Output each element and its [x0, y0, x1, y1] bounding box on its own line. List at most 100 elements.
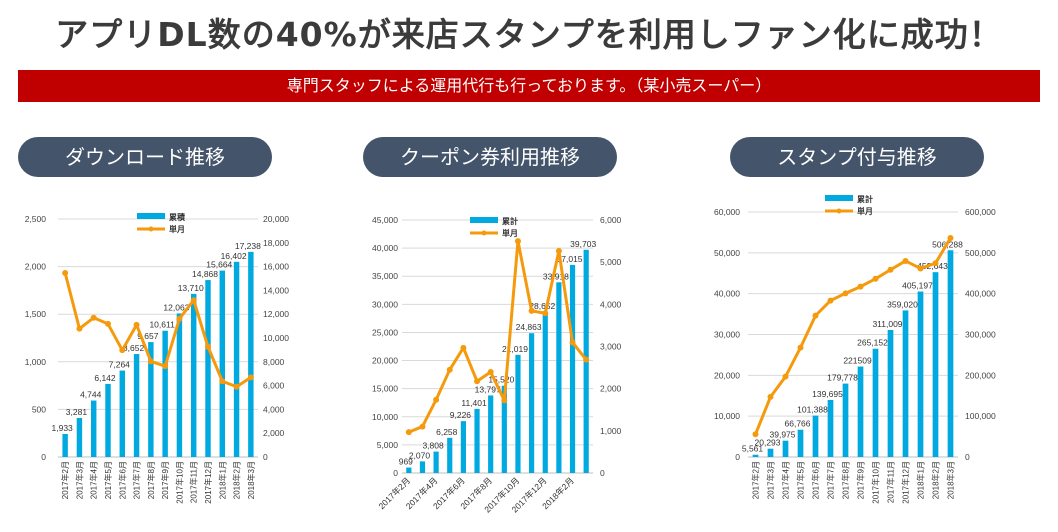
bar	[233, 261, 240, 457]
line-point	[119, 347, 126, 354]
left-axis-tick-label: 10,000	[372, 412, 398, 422]
x-axis-tick-label: 2018年1月	[916, 461, 926, 499]
right-axis-tick-label: 0	[965, 452, 970, 462]
left-axis-tick-label: 35,000	[372, 271, 398, 281]
bar-data-label: 15,520	[488, 375, 514, 385]
right-axis-tick-label: 5,000	[600, 257, 622, 267]
bar	[752, 454, 759, 457]
bar	[488, 395, 494, 473]
right-axis-tick-label: 400,000	[965, 289, 996, 299]
line-point	[176, 315, 183, 322]
bar	[542, 311, 548, 473]
bar	[447, 437, 453, 473]
line-point	[446, 366, 453, 373]
legend-line-label: 単月	[169, 224, 185, 234]
bar-data-label: 2,070	[409, 450, 431, 460]
bar	[474, 408, 480, 473]
left-axis-tick-label: 50,000	[714, 248, 740, 258]
left-axis-tick-label: 20,000	[372, 356, 398, 366]
bar	[782, 440, 789, 457]
x-axis-tick-label: 2018年3月	[946, 461, 956, 499]
legend-line-marker	[836, 208, 842, 214]
right-axis-tick-label: 14,000	[263, 285, 289, 295]
line-point	[162, 363, 169, 370]
bar-data-label: 3,808	[422, 441, 444, 451]
line-point	[583, 356, 590, 363]
bar	[406, 467, 412, 473]
bar	[148, 342, 154, 457]
left-axis-tick-label: 60,000	[714, 207, 740, 217]
bar-data-label: 7,264	[109, 360, 131, 370]
bar-data-label: 221509	[843, 356, 872, 366]
line-point	[857, 283, 864, 290]
bar	[857, 366, 864, 457]
x-axis-tick-label: 2017年8月	[841, 461, 851, 499]
bar	[917, 291, 924, 457]
bar-data-label: 28,652	[529, 301, 555, 311]
left-axis-tick-label: 500	[32, 404, 46, 414]
line-point	[902, 257, 909, 264]
x-axis-tick-label: 2017年7月	[132, 461, 142, 499]
right-axis-tick-label: 4,000	[263, 404, 285, 414]
right-axis-tick-label: 12,000	[263, 309, 289, 319]
bar-data-label: 12,063	[163, 302, 189, 312]
right-axis-tick-label: 3,000	[600, 342, 622, 352]
left-axis-tick-label: 15,000	[372, 384, 398, 394]
left-axis-tick-label: 0	[735, 452, 740, 462]
right-axis-tick-label: 18,000	[263, 238, 289, 248]
line-point	[827, 297, 834, 304]
bar	[176, 313, 183, 457]
line-point	[767, 393, 774, 400]
left-axis-tick-label: 25,000	[372, 327, 398, 337]
x-axis-tick-label: 2017年4月	[781, 461, 791, 499]
right-axis-tick-label: 200,000	[965, 370, 996, 380]
bar-data-label: 13,797	[475, 384, 501, 394]
line-point	[205, 343, 211, 350]
bar	[501, 385, 507, 473]
line-series	[408, 239, 588, 434]
bar	[205, 280, 211, 457]
bar	[932, 272, 939, 457]
line-point	[812, 312, 819, 319]
bar-data-label: 39,975	[770, 430, 796, 440]
line-point	[133, 321, 140, 328]
x-axis-tick-label: 2017年4月	[89, 461, 99, 499]
bar-data-label: 405,197	[902, 281, 933, 291]
legend-line-label: 単月	[502, 228, 518, 238]
bar	[460, 421, 466, 473]
line-point	[501, 397, 508, 404]
legend-bar-swatch	[825, 195, 853, 201]
bar-data-label: 5,561	[742, 444, 764, 454]
right-axis-tick-label: 2,000	[263, 428, 285, 438]
x-axis-tick-label: 2017年3月	[74, 461, 84, 499]
bar	[812, 415, 819, 457]
legend-line-label: 単月	[857, 206, 873, 216]
bar-data-label: 16,402	[221, 251, 247, 261]
bar	[902, 310, 909, 457]
subtitle-banner: 専門スタッフによる運用代行も行っております。（某小売スーパー）	[18, 70, 1040, 102]
bar-data-label: 139,695	[812, 389, 843, 399]
bar	[219, 270, 225, 457]
right-axis-tick-label: 300,000	[965, 330, 996, 340]
legend-line-marker	[148, 226, 154, 232]
x-axis-tick-label: 2017年2月	[60, 461, 70, 499]
bar	[515, 354, 521, 473]
x-axis-tick-label: 2017年5月	[103, 461, 113, 499]
line-point	[474, 378, 481, 385]
line-point	[419, 423, 426, 430]
legend-line-marker	[481, 230, 487, 236]
x-axis-tick-label: 2017年12月	[203, 461, 213, 504]
bar	[76, 417, 83, 457]
bar-data-label: 9,226	[450, 410, 472, 420]
bar	[105, 383, 111, 457]
right-axis-tick-label: 500,000	[965, 248, 996, 258]
bar	[842, 383, 849, 457]
x-axis-tick-label: 2017年2月	[751, 461, 761, 499]
x-axis-tick-label: 2017年9月	[160, 461, 170, 499]
x-axis-tick-label: 2018年1月	[217, 461, 227, 499]
bar	[872, 348, 879, 457]
bar	[827, 399, 834, 457]
x-axis-tick-label: 2018年3月	[246, 461, 256, 499]
bar-data-label: 969	[399, 457, 413, 467]
right-axis-tick-label: 4,000	[600, 299, 622, 309]
